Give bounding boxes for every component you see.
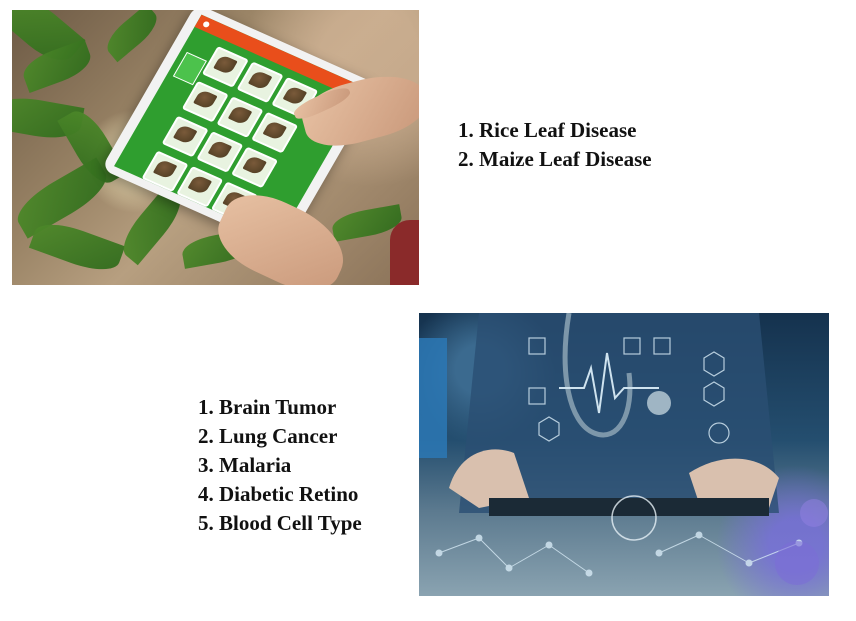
- medical-disease-list: 1. Brain Tumor 2. Lung Cancer 3. Malaria…: [198, 393, 362, 538]
- medical-technology-photo: [419, 313, 829, 596]
- list-item: 1. Brain Tumor: [198, 395, 337, 419]
- plant-disease-app-photo: [12, 10, 419, 285]
- list-item: 2. Lung Cancer: [198, 424, 338, 448]
- list-item: 1. Rice Leaf Disease: [458, 118, 637, 142]
- list-item: 3. Malaria: [198, 453, 292, 477]
- list-item: 4. Diabetic Retino: [198, 482, 359, 506]
- plant-disease-list: 1. Rice Leaf Disease 2. Maize Leaf Disea…: [458, 116, 652, 174]
- list-item: 5. Blood Cell Type: [198, 511, 362, 535]
- list-item: 2. Maize Leaf Disease: [458, 147, 652, 171]
